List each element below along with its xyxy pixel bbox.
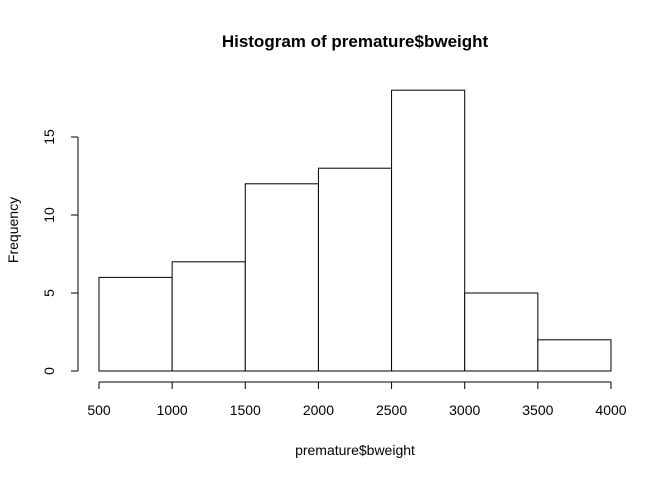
y-axis: 0 5 10 15	[41, 129, 79, 375]
bars-group	[98, 89, 612, 372]
x-tick-label: 500	[87, 402, 111, 418]
histogram-bar	[244, 183, 319, 372]
y-tick-label: 5	[41, 289, 57, 297]
histogram-bar	[537, 339, 612, 372]
y-tick-label: 15	[41, 129, 57, 145]
histogram-bar	[98, 276, 173, 372]
chart-title: Histogram of premature$bweight	[222, 32, 489, 51]
x-tick-label: 2500	[376, 402, 407, 418]
x-tick-label: 2000	[303, 402, 334, 418]
x-tick-label: 3000	[449, 402, 480, 418]
histogram-bar	[391, 89, 466, 372]
x-tick-label: 1000	[157, 402, 188, 418]
y-tick-label: 0	[41, 367, 57, 375]
x-axis: 500 1000 1500 2000 2500 3000 3500 4000	[87, 381, 627, 418]
x-tick-label: 3500	[522, 402, 553, 418]
histogram-bar	[464, 292, 539, 372]
histogram-bar	[317, 167, 393, 372]
x-tick-label: 1500	[230, 402, 261, 418]
x-axis-label: premature$bweight	[295, 442, 415, 458]
histogram-bar	[171, 261, 246, 372]
y-tick-label: 10	[41, 207, 57, 223]
y-axis-label: Frequency	[5, 197, 21, 263]
x-tick-label: 4000	[595, 402, 626, 418]
